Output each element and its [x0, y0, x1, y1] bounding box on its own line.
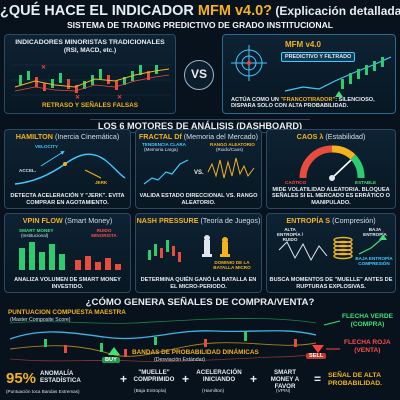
- chaos-gauge: [299, 145, 365, 181]
- nash-chart: [148, 235, 230, 262]
- vpin-title: VPIN FLOW (Smart Money): [22, 216, 113, 225]
- trend-label: TENDENCIA CLARA: [142, 142, 186, 147]
- smart-money-sub: (Institucional): [21, 233, 49, 238]
- page-subtitle: SISTEMA DE TRADING PREDICTIVO DE GRADO I…: [66, 20, 334, 30]
- equals-sign: =: [314, 372, 322, 386]
- fractal-chart: [143, 157, 255, 185]
- chaos-panel: CAOS λ (Estabilidad) CAÓTICO ESTABLE MID…: [266, 129, 396, 209]
- retail-subtitle: (RSI, MACD, etc.): [63, 47, 117, 54]
- buy-badge: BUY: [102, 357, 120, 363]
- fractal-panel: FRACTAL Df (Memoria del Mercado) TENDENC…: [135, 129, 262, 209]
- velocity-label: VELOCITY: [35, 144, 58, 149]
- vpin-panel: VPIN FLOW (Smart Money) SMART MONEY (Ins…: [4, 213, 131, 293]
- retail-lag-line: [14, 68, 170, 88]
- retail-caption: RETRASO Y SEÑALES FALSAS: [42, 101, 138, 109]
- chaos-caption: MIDE VOLATILIDAD ALEATORIA. BLOQUEA SEÑA…: [271, 186, 390, 206]
- fractal-caption: VALIDA ESTADO DIRECCIONAL VS. RANGO ALEA…: [139, 193, 258, 206]
- smart-money-label: SMART MONEY: [19, 228, 54, 233]
- entropy-caption: BUSCA MOMENTOS DE "MUELLE" ANTES DE RUPT…: [269, 277, 393, 290]
- signals-chart: [9, 318, 341, 362]
- hamilton-title: HAMILTON (Inercia Cinemática): [15, 132, 120, 141]
- svg-text:✕: ✕: [117, 94, 122, 101]
- vs-badge: VS: [184, 60, 214, 90]
- noise-label: RUIDO MINORISTA: [91, 228, 117, 239]
- red-arrow-label: FLECHA ROJA (VENTA): [344, 339, 391, 354]
- retail-chart: ✕ ✕ ✕: [11, 64, 171, 101]
- svg-text:✕: ✕: [75, 94, 80, 101]
- retail-candles: [19, 65, 158, 93]
- signals-title: ¿CÓMO GENERA SEÑALES DE COMPRA/VENTA?: [85, 297, 315, 308]
- chaos-title: CAOS λ (Estabilidad): [296, 132, 366, 141]
- green-arrow-label: FLECHA VERDE (COMPRA): [342, 313, 394, 328]
- jerk-label: JERK: [95, 180, 108, 185]
- chess-pieces-icon: [202, 235, 212, 257]
- header: ¿QUÉ HACE EL INDICADOR MFM v4.0? (Explic…: [0, 0, 400, 34]
- formula-anomaly-sub: (Puntuación toca Bandas Extremas): [6, 389, 80, 394]
- nash-caption: DETERMINA QUIÉN GANÓ LA BATALLA EN EL MI…: [140, 277, 257, 290]
- formula-accel-sub: (Hamilton): [202, 389, 225, 394]
- formula-accel: ACELERACIÓN INICIANDO: [196, 369, 242, 383]
- caotico-label: CAÓTICO: [285, 180, 307, 185]
- formula-muelle: "MUELLE" COMPRIMIDO: [133, 369, 175, 383]
- high-entropy-label: ALTA ENTROPÍA / RUIDO: [276, 227, 304, 243]
- formula-result: SEÑAL DE ALTA PROBABILIDAD.: [328, 372, 382, 387]
- fractal-title: FRACTAL Df (Memoria del Mercado): [138, 132, 259, 141]
- hamilton-caption: DETECTA ACELERACIÓN Y "JERK". EVITA COMP…: [10, 193, 125, 206]
- spring-icon: [278, 234, 387, 262]
- nash-panel: NASH PRESSURE (Teoría de Juegos) DOMINIO…: [135, 213, 262, 293]
- bands-sub: (Desviación Estándar): [154, 357, 206, 363]
- mfm-panel: MFM v4.0 PREDICTIVO Y FILTRADO ACTÚA COM…: [222, 34, 396, 114]
- nash-title: NASH PRESSURE (Teoría de Juegos): [136, 216, 261, 225]
- plus-1: +: [120, 372, 128, 386]
- formula-muelle-sub: (Baja Entropía): [134, 389, 167, 394]
- score-sub: (Master Composite Score): [10, 317, 71, 323]
- trend-sub: (Memoria Larga): [144, 147, 178, 152]
- random-sub: (Ruido/Caos): [216, 147, 244, 152]
- mfm-badge: PREDICTIVO Y FILTRADO: [281, 52, 356, 62]
- bands-label: BANDAS DE PROBABILIDAD DINÁMICAS: [132, 349, 259, 356]
- estable-label: ESTABLE: [355, 180, 377, 185]
- vpin-caption: ANALIZA VOLUMEN DE SMART MONEY INVESTIDO…: [14, 277, 121, 290]
- low-entropy-label: BAJA ENTROPÍA: [363, 227, 387, 238]
- retail-indicators-panel: INDICADORES MINORISTAS TRADICIONALES (RS…: [4, 34, 176, 114]
- svg-text:✕: ✕: [41, 64, 46, 71]
- hamilton-chart: [14, 150, 126, 185]
- entropy-panel: ENTROPÍA S (Compresión) ALTA ENTROPÍA / …: [266, 213, 396, 293]
- plus-3: +: [250, 372, 258, 386]
- entropy-title: ENTROPÍA S (Compresión): [286, 216, 376, 225]
- buy-arrow-icon: [108, 347, 120, 355]
- score-label: PUNTUACIÓN COMPUESTA MAESTRA: [8, 309, 126, 316]
- vpin-chart: [19, 242, 121, 270]
- mfm-chart: [231, 45, 392, 97]
- formula-anomaly: ANOMALÍA ESTADÍSTICA: [40, 370, 81, 384]
- page-title: ¿QUÉ HACE EL INDICADOR MFM v4.0? (Explic…: [0, 3, 400, 19]
- formula-pct: 95%: [6, 370, 37, 387]
- signals-panel: PUNTUACIÓN COMPUESTA MAESTRA (Master Com…: [4, 309, 396, 367]
- formula-smart-sub: (VPIN): [276, 389, 291, 394]
- plus-2: +: [182, 372, 190, 386]
- formula-row: 95% ANOMALÍA ESTADÍSTICA (Puntuación toc…: [4, 368, 396, 398]
- sell-badge: SELL: [306, 353, 327, 359]
- retail-title: INDICADORES MINORISTAS TRADICIONALES: [15, 39, 165, 46]
- mfm-caption: ACTÚA COMO UN "FRANCOTIRADOR": SILENCIOS…: [231, 96, 375, 110]
- sell-arrow-icon: [312, 345, 324, 353]
- compression-label: BAJA ENTROPÍA COMPRESIÓN: [355, 256, 393, 267]
- hamilton-panel: HAMILTON (Inercia Cinemática) VELOCITY A…: [4, 129, 131, 209]
- random-label: RANGO ALEATORIO: [210, 142, 255, 147]
- mfm-title: MFM v4.0: [285, 40, 322, 49]
- formula-smart: SMART MONEY A FAVOR: [270, 369, 300, 390]
- fractal-vs: VS.: [194, 170, 204, 176]
- accel-label: ACCEL.: [19, 168, 37, 173]
- battle-label: DOMINIO DE LA BATALLA MICRO: [213, 260, 251, 271]
